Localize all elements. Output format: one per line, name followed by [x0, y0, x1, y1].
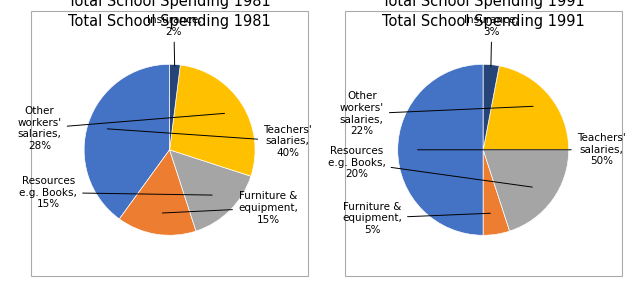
Wedge shape — [397, 64, 483, 235]
Wedge shape — [84, 64, 170, 219]
Wedge shape — [170, 64, 180, 150]
Text: Insurance,
2%: Insurance, 2% — [147, 15, 201, 66]
Text: Total School Spending 1991: Total School Spending 1991 — [382, 14, 584, 29]
Text: Teachers'
salaries,
40%: Teachers' salaries, 40% — [108, 125, 312, 158]
Wedge shape — [170, 150, 251, 231]
Text: Other
workers'
salaries,
22%: Other workers' salaries, 22% — [340, 92, 533, 136]
Text: Total School Spending 1981: Total School Spending 1981 — [68, 0, 271, 9]
Text: Furniture &
equipment,
5%: Furniture & equipment, 5% — [342, 201, 490, 235]
Text: Resources
e.g. Books,
20%: Resources e.g. Books, 20% — [328, 146, 532, 187]
Wedge shape — [483, 64, 499, 150]
Text: Teachers'
salaries,
50%: Teachers' salaries, 50% — [417, 133, 625, 166]
Wedge shape — [483, 150, 569, 231]
Text: Other
workers'
salaries,
28%: Other workers' salaries, 28% — [17, 106, 225, 151]
Wedge shape — [483, 150, 509, 235]
Wedge shape — [483, 66, 569, 150]
Text: Insurance,
3%: Insurance, 3% — [465, 15, 519, 66]
Text: Total School Spending 1991: Total School Spending 1991 — [382, 0, 584, 9]
Wedge shape — [119, 150, 196, 235]
Text: Resources
e.g. Books,
15%: Resources e.g. Books, 15% — [19, 176, 212, 209]
Wedge shape — [170, 65, 255, 176]
Text: Total School Spending 1981: Total School Spending 1981 — [68, 14, 271, 29]
Text: Furniture &
equipment,
15%: Furniture & equipment, 15% — [163, 191, 298, 224]
